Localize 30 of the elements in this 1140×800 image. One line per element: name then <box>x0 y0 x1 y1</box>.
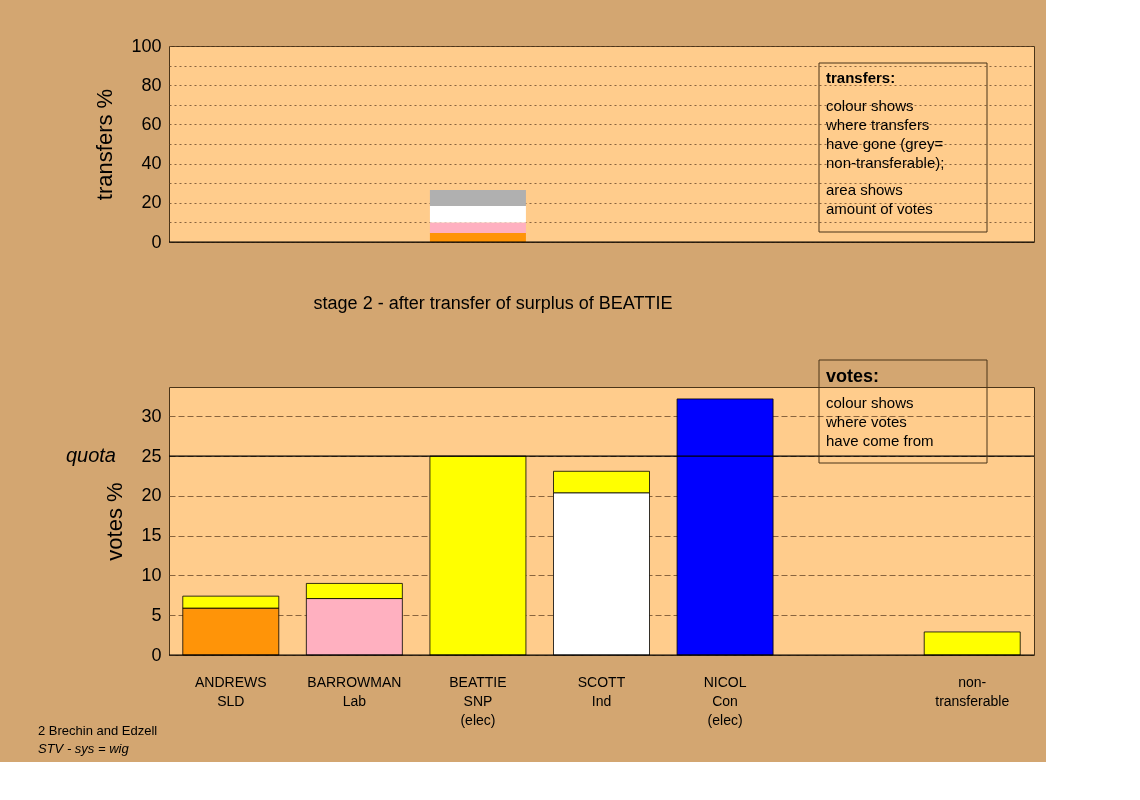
annotation: colour shows where votes have come from <box>825 394 934 449</box>
y-tick-label: 5 <box>151 604 162 625</box>
y-tick-label: 10 <box>141 564 162 585</box>
annotation: area shows amount of votes <box>826 181 933 217</box>
x-tick-label: SCOTT Ind <box>577 673 626 709</box>
annotation: transfers: <box>826 69 896 86</box>
y-tick-label: 0 <box>151 644 162 665</box>
y-tick-label: 0 <box>151 231 162 252</box>
y-tick-label: 25 <box>141 445 162 466</box>
annotation: colour shows where transfers have gone (grey= non-transferable); <box>825 97 945 171</box>
text: STV - sys = wig <box>38 741 130 756</box>
y-axis-title: transfers % <box>92 88 118 201</box>
x-tick-label: non- transferable <box>935 673 1010 709</box>
y-tick-label: 20 <box>141 192 162 213</box>
y-tick-label: 80 <box>141 74 162 95</box>
chart-title: stage 2 - after transfer of surplus of BEATTIE <box>313 293 673 313</box>
y-tick-label: 15 <box>141 525 162 546</box>
y-tick-label: 30 <box>141 405 162 426</box>
y-axis-title: votes % <box>102 482 128 561</box>
x-tick-label: BARROWMAN Lab <box>307 673 402 709</box>
text: 2 Brechin and Edzell <box>38 723 158 738</box>
y-tick-label: 100 <box>131 35 162 56</box>
x-tick-label: ANDREWS SLD <box>195 673 267 709</box>
ref-line-label: quota <box>65 444 116 467</box>
y-tick-label: 40 <box>141 153 162 174</box>
y-tick-label: 60 <box>141 113 162 134</box>
x-tick-label: BEATTIE SNP (elec) <box>449 673 507 728</box>
x-tick-label: NICOL Con (elec) <box>703 673 747 728</box>
y-tick-label: 20 <box>141 485 162 506</box>
text: votes: <box>826 366 880 386</box>
